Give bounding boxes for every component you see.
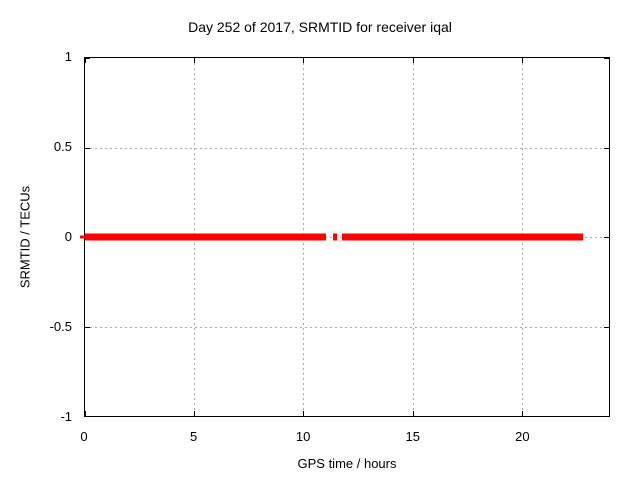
- x-tick-mark: [303, 411, 305, 416]
- y-tick-mark: [85, 416, 90, 417]
- grid-line-horizontal: [85, 147, 609, 149]
- y-tick-mark: [604, 58, 609, 59]
- data-series-segment: [341, 233, 584, 241]
- y-tick-mark: [604, 237, 609, 238]
- x-tick-mark: [194, 411, 196, 416]
- y-tick-label: -1: [60, 409, 72, 424]
- x-tick-mark: [412, 411, 414, 416]
- x-tick-label: 15: [405, 429, 420, 444]
- grid-line-horizontal: [85, 326, 609, 328]
- data-series-segment: [85, 233, 326, 241]
- data-series-segment: [333, 233, 337, 241]
- y-tick-label: -0.5: [49, 319, 72, 334]
- y-tick-mark: [85, 147, 90, 149]
- chart-title: Day 252 of 2017, SRMTID for receiver iqa…: [188, 19, 452, 35]
- x-tick-mark: [194, 58, 196, 63]
- x-tick-mark: [412, 58, 414, 63]
- y-tick-label: 0.5: [53, 139, 72, 154]
- x-tick-mark: [521, 411, 523, 416]
- x-tick-label: 20: [515, 429, 530, 444]
- x-tick-mark: [85, 411, 86, 416]
- y-tick-mark: [604, 326, 609, 328]
- plot-area: [80, 57, 610, 417]
- x-tick-label: 10: [295, 429, 311, 444]
- x-tick-mark: [85, 58, 86, 63]
- x-tick-label: 5: [189, 429, 198, 444]
- x-tick-mark: [303, 58, 305, 63]
- x-tick-label: 0: [80, 429, 88, 444]
- y-tick-mark: [604, 416, 609, 417]
- y-tick-label: 1: [64, 49, 72, 64]
- y-tick-mark: [604, 147, 609, 149]
- x-tick-mark: [521, 58, 523, 63]
- y-tick-label: 0: [64, 229, 72, 244]
- x-axis-label: GPS time / hours: [297, 456, 397, 471]
- y-tick-mark: [85, 326, 90, 328]
- y-tick-mark: [85, 58, 90, 59]
- data-point-edge-marker: [80, 235, 85, 239]
